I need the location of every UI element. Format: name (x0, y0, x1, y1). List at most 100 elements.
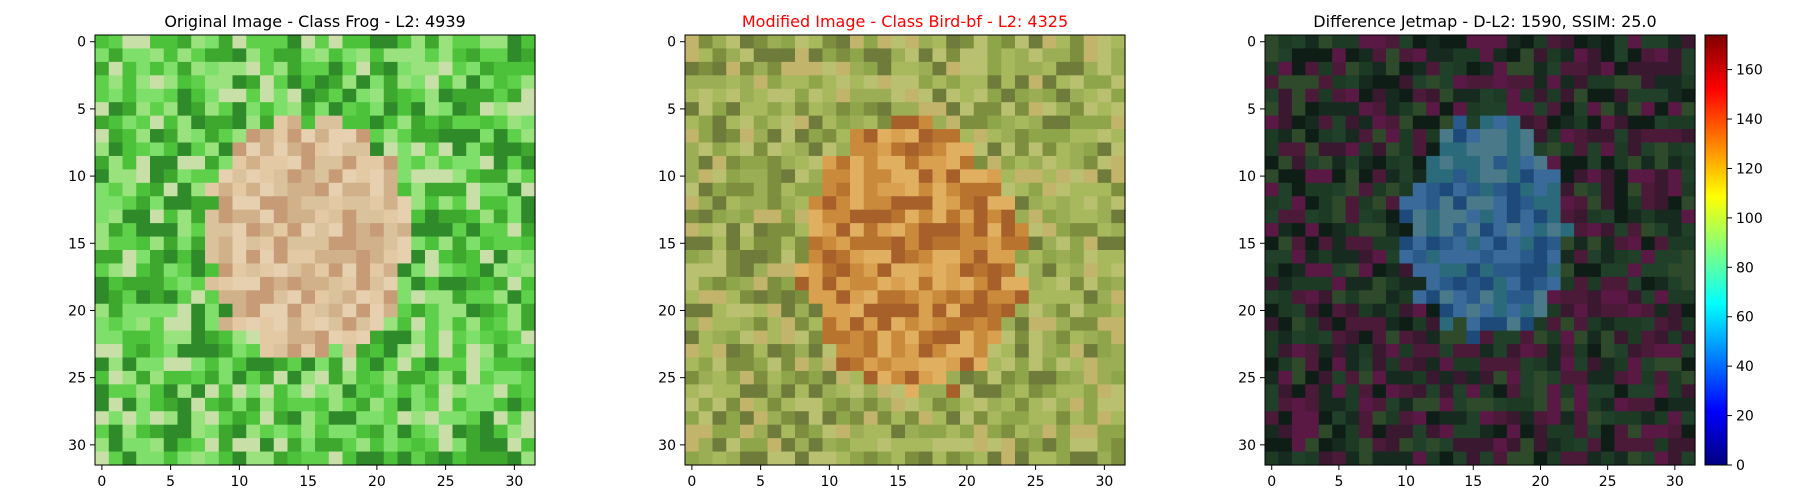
pixel-cell (246, 290, 261, 305)
pixel-cell (1520, 129, 1535, 144)
pixel-cell (987, 290, 1002, 305)
pixel-cell (397, 357, 412, 372)
pixel-cell (891, 88, 906, 103)
pixel-cell (342, 424, 357, 439)
pixel-cell (1627, 357, 1642, 372)
pixel-cell (273, 397, 289, 412)
pixel-cell (356, 424, 371, 439)
pixel-cell (685, 48, 700, 63)
pixel-cell (685, 303, 700, 318)
pixel-cell (150, 102, 165, 117)
pixel-cell (1359, 142, 1374, 157)
pixel-cell (1318, 129, 1333, 144)
pixel-cell (1265, 263, 1280, 278)
heatmap-cells (95, 35, 536, 466)
pixel-cell (328, 48, 344, 63)
pixel-cell (1345, 155, 1360, 170)
pixel-cell (1097, 411, 1112, 426)
pixel-cell (163, 48, 179, 63)
pixel-cell (1345, 344, 1360, 359)
pixel-cell (1600, 236, 1615, 251)
pixel-cell (877, 48, 892, 63)
pixel-cell (1318, 169, 1333, 184)
pixel-cell (698, 236, 714, 251)
pixel-cell (767, 438, 782, 453)
pixel-cell (246, 75, 261, 90)
pixel-cell (1574, 169, 1589, 184)
pixel-cell (356, 330, 371, 345)
pixel-cell (740, 223, 755, 238)
pixel-cell (246, 169, 261, 184)
pixel-cell (850, 290, 865, 305)
pixel-cell (1111, 411, 1126, 426)
pixel-cell (1111, 317, 1126, 332)
pixel-cell (1520, 35, 1535, 50)
pixel-cell (191, 142, 206, 157)
pixel-cell (205, 169, 220, 184)
pixel-cell (767, 48, 782, 63)
pixel-cell (1042, 344, 1057, 359)
pixel-cell (150, 290, 165, 305)
pixel-cell (822, 61, 837, 76)
pixel-cell (480, 129, 495, 144)
pixel-cell (287, 330, 302, 345)
pixel-cell (891, 290, 906, 305)
pixel-cell (1399, 357, 1414, 372)
pixel-cell (1641, 263, 1656, 278)
pixel-cell (1265, 223, 1280, 238)
pixel-cell (260, 75, 275, 90)
pixel-cell (1070, 182, 1085, 197)
pixel-cell (698, 344, 714, 359)
pixel-cell (122, 303, 137, 318)
pixel-cell (301, 290, 316, 305)
pixel-cell (932, 344, 947, 359)
pixel-cell (370, 384, 385, 399)
pixel-cell (1083, 48, 1099, 63)
pixel-cell (1111, 196, 1126, 211)
pixel-cell (987, 88, 1002, 103)
pixel-cell (740, 451, 755, 466)
pixel-cell (1574, 223, 1589, 238)
pixel-cell (932, 397, 947, 412)
pixel-cell (397, 223, 412, 238)
pixel-cell (493, 250, 509, 265)
pixel-cell (960, 290, 975, 305)
pixel-cell (1600, 424, 1615, 439)
pixel-cell (1332, 290, 1347, 305)
pixel-cell (507, 263, 522, 278)
pixel-cell (1439, 182, 1454, 197)
pixel-cell (1015, 48, 1030, 63)
pixel-cell (932, 384, 947, 399)
pixel-cell (1265, 330, 1280, 345)
colorbar-tick-label: 120 (1736, 161, 1763, 177)
pixel-cell (1453, 276, 1468, 291)
pixel-cell (1439, 129, 1454, 144)
pixel-cell (342, 88, 357, 103)
pixel-cell (1291, 48, 1306, 63)
pixel-cell (932, 209, 947, 224)
pixel-cell (1028, 303, 1044, 318)
pixel-cell (877, 250, 892, 265)
pixel-cell (712, 236, 727, 251)
pixel-cell (150, 451, 165, 466)
pixel-cell (1627, 169, 1642, 184)
pixel-cell (438, 397, 454, 412)
pixel-cell (1493, 236, 1508, 251)
pixel-cell (521, 182, 536, 197)
pixel-cell (877, 169, 892, 184)
pixel-cell (205, 384, 220, 399)
pixel-cell (452, 357, 467, 372)
pixel-cell (480, 317, 495, 332)
pixel-cell (301, 182, 316, 197)
pixel-cell (1028, 397, 1044, 412)
pixel-cell (1305, 384, 1320, 399)
pixel-cell (466, 303, 481, 318)
pixel-cell (698, 317, 714, 332)
pixel-cell (1520, 344, 1535, 359)
pixel-cell (1372, 155, 1387, 170)
pixel-cell (1654, 48, 1669, 63)
pixel-cell (122, 276, 137, 291)
pixel-cell (1574, 344, 1589, 359)
pixel-cell (1466, 182, 1481, 197)
pixel-cell (1574, 182, 1589, 197)
